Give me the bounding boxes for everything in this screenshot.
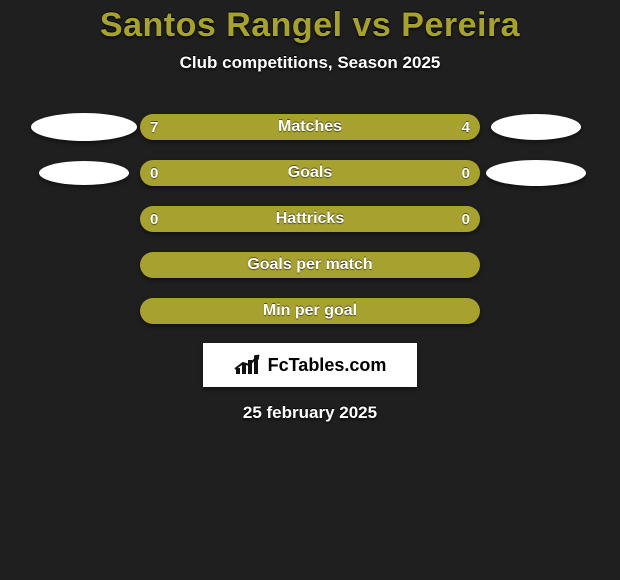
row-right-slot bbox=[480, 160, 592, 186]
player-right-ellipse bbox=[491, 114, 581, 140]
player-right-ellipse bbox=[486, 160, 586, 186]
comparison-infographic: Santos Rangel vs Pereira Club competitio… bbox=[0, 6, 620, 580]
stat-bar-left-fill bbox=[140, 298, 480, 324]
brand-text: FcTables.com bbox=[268, 355, 387, 376]
stat-bar-right-value: 0 bbox=[440, 160, 470, 186]
stat-row: Goals per match bbox=[0, 251, 620, 279]
stat-bar-left-value: 0 bbox=[150, 160, 180, 186]
stat-bar: Goals00 bbox=[140, 160, 480, 186]
stat-bar-right-value: 0 bbox=[440, 206, 470, 232]
stat-bar-left-value: 0 bbox=[150, 206, 180, 232]
player-left-ellipse bbox=[39, 161, 129, 185]
stat-bar: Hattricks00 bbox=[140, 206, 480, 232]
title-vs: vs bbox=[343, 6, 402, 44]
stat-row: Matches74 bbox=[0, 113, 620, 141]
stat-row: Min per goal bbox=[0, 297, 620, 325]
title-left: Santos Rangel bbox=[100, 6, 343, 44]
stat-row: Goals00 bbox=[0, 159, 620, 187]
stat-bar-left-value: 7 bbox=[150, 114, 180, 140]
stat-bar-right-value: 4 bbox=[440, 114, 470, 140]
stat-row: Hattricks00 bbox=[0, 205, 620, 233]
page-subtitle: Club competitions, Season 2025 bbox=[0, 53, 620, 73]
stat-bar: Min per goal bbox=[140, 298, 480, 324]
row-left-slot bbox=[28, 161, 140, 185]
stat-bar: Goals per match bbox=[140, 252, 480, 278]
date-label: 25 february 2025 bbox=[0, 403, 620, 423]
row-right-slot bbox=[480, 114, 592, 140]
title-right: Pereira bbox=[401, 6, 520, 44]
player-left-ellipse bbox=[31, 113, 137, 141]
brand-icon bbox=[234, 352, 262, 379]
page-title: Santos Rangel vs Pereira bbox=[0, 6, 620, 45]
stat-bar-left-fill bbox=[140, 252, 480, 278]
stat-rows: Matches74Goals00Hattricks00Goals per mat… bbox=[0, 113, 620, 325]
row-left-slot bbox=[28, 113, 140, 141]
brand-box: FcTables.com bbox=[203, 343, 417, 387]
stat-bar: Matches74 bbox=[140, 114, 480, 140]
